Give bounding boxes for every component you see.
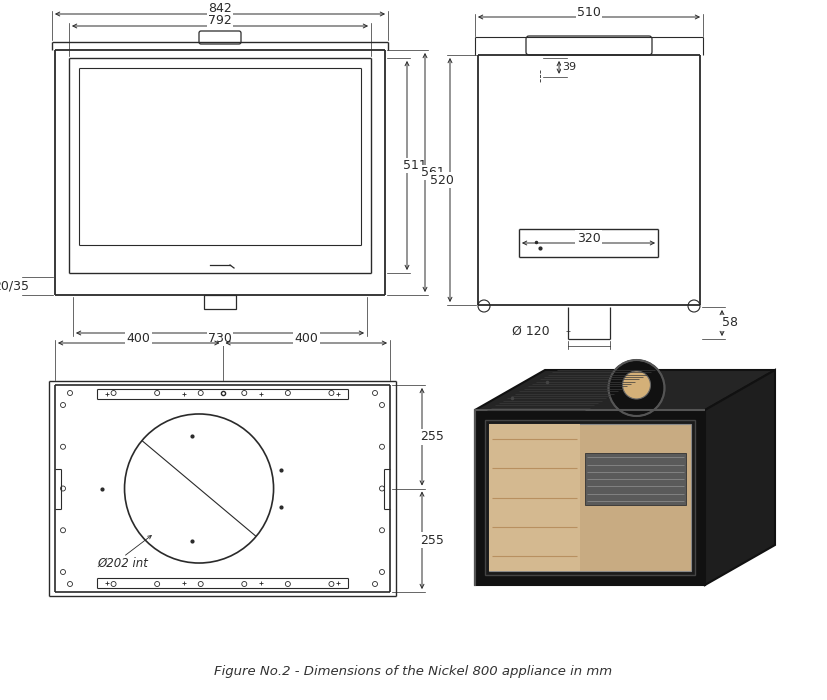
Text: 510: 510 xyxy=(577,6,601,18)
Text: 730: 730 xyxy=(208,332,232,344)
Text: 320: 320 xyxy=(576,232,600,244)
Text: 511: 511 xyxy=(403,159,427,172)
Text: 520: 520 xyxy=(430,174,454,186)
Bar xyxy=(489,424,691,571)
Text: Ø 120: Ø 120 xyxy=(513,325,550,337)
Text: 58: 58 xyxy=(722,316,738,330)
Text: 561: 561 xyxy=(421,166,445,179)
FancyBboxPatch shape xyxy=(475,410,705,585)
Text: Figure No.2 - Dimensions of the Nickel 800 appliance in mm: Figure No.2 - Dimensions of the Nickel 8… xyxy=(214,666,613,678)
Text: Ø202 int: Ø202 int xyxy=(98,556,149,570)
Text: 792: 792 xyxy=(208,15,232,27)
Bar xyxy=(585,454,686,505)
Text: 400: 400 xyxy=(294,332,318,344)
Text: 255: 255 xyxy=(420,533,444,547)
Text: 39: 39 xyxy=(562,62,576,72)
Text: 255: 255 xyxy=(420,430,444,443)
Text: 20/35: 20/35 xyxy=(0,279,29,293)
Bar xyxy=(204,295,236,309)
Bar xyxy=(485,420,695,575)
Circle shape xyxy=(623,371,651,399)
Polygon shape xyxy=(705,370,775,585)
Bar xyxy=(489,424,580,571)
Circle shape xyxy=(609,360,665,416)
Polygon shape xyxy=(475,370,775,410)
Text: 842: 842 xyxy=(208,3,232,15)
Text: 400: 400 xyxy=(127,332,151,344)
